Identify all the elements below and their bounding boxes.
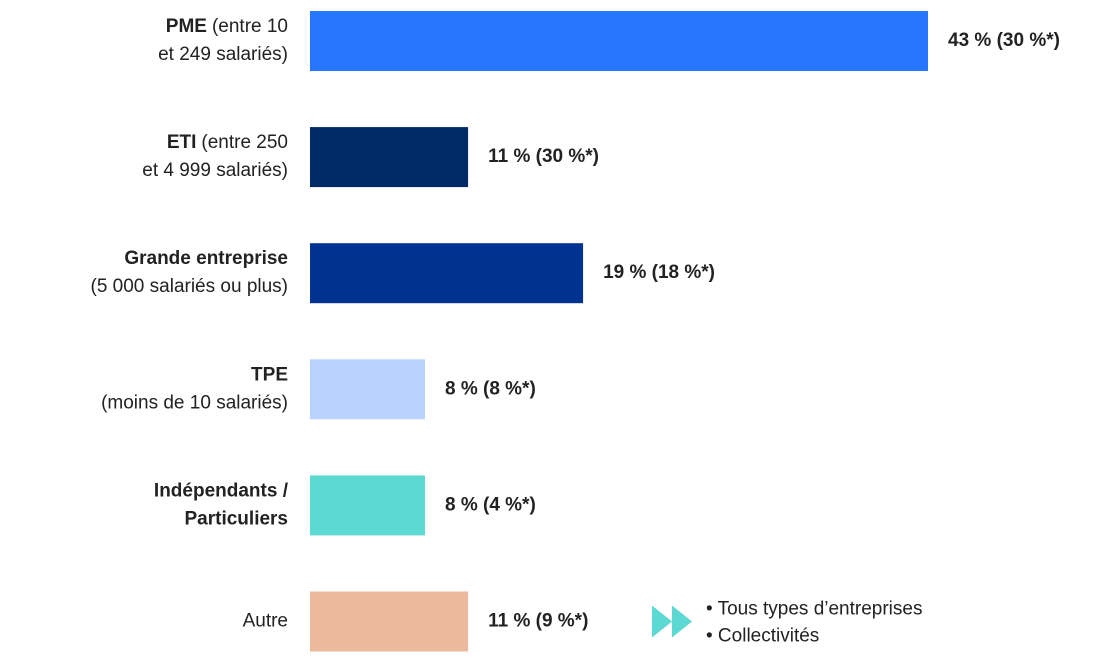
category-label: et 249 salariés) bbox=[158, 44, 288, 65]
category-label: Indépendants / bbox=[154, 480, 289, 501]
category-label-part: (entre 10 bbox=[212, 16, 288, 37]
value-label: 43 % (30 %*) bbox=[948, 30, 1060, 51]
bar bbox=[310, 591, 469, 652]
bar bbox=[310, 243, 584, 304]
category-label-part: ETI bbox=[167, 132, 197, 153]
category-label-part: et 249 salariés) bbox=[158, 44, 288, 65]
category-label-part: (moins de 10 salariés) bbox=[101, 392, 288, 413]
value-label: 11 % (30 %*) bbox=[488, 146, 599, 167]
value-label: 19 % (18 %*) bbox=[603, 262, 715, 283]
category-label: (5 000 salariés ou plus) bbox=[91, 276, 289, 297]
bar bbox=[310, 127, 469, 188]
value-label: 8 % (4 %*) bbox=[445, 494, 536, 515]
category-label-part: (5 000 salariés ou plus) bbox=[91, 276, 289, 297]
category-label-part: Particuliers bbox=[185, 508, 289, 529]
category-label-part: (entre 250 bbox=[201, 132, 288, 153]
bar bbox=[310, 475, 425, 536]
category-label-part: Autre bbox=[243, 611, 288, 632]
category-label-part: PME bbox=[166, 16, 207, 37]
bar bbox=[310, 11, 928, 71]
category-label: Autre bbox=[243, 611, 288, 632]
category-label: (moins de 10 salariés) bbox=[101, 392, 288, 413]
category-label: TPE bbox=[251, 364, 288, 385]
value-label: 8 % (8 %*) bbox=[445, 378, 536, 399]
annotation-text: • Collectivités bbox=[706, 626, 819, 647]
category-label: et 4 999 salariés) bbox=[142, 160, 288, 181]
bar bbox=[310, 359, 425, 420]
value-label: 11 % (9 %*) bbox=[488, 611, 588, 632]
category-label: Grande entreprise bbox=[124, 248, 288, 269]
category-label-part: et 4 999 salariés) bbox=[142, 160, 288, 181]
category-label-part: Indépendants / bbox=[154, 480, 289, 501]
annotation-text: • Tous types d’entreprises bbox=[706, 599, 922, 620]
category-label: ETI (entre 250 bbox=[167, 132, 288, 153]
arrow-icon bbox=[652, 605, 692, 638]
category-label: Particuliers bbox=[185, 508, 289, 529]
category-label: PME (entre 10 bbox=[166, 16, 288, 37]
category-label-part: Grande entreprise bbox=[124, 248, 288, 269]
category-label-part: TPE bbox=[251, 364, 288, 385]
